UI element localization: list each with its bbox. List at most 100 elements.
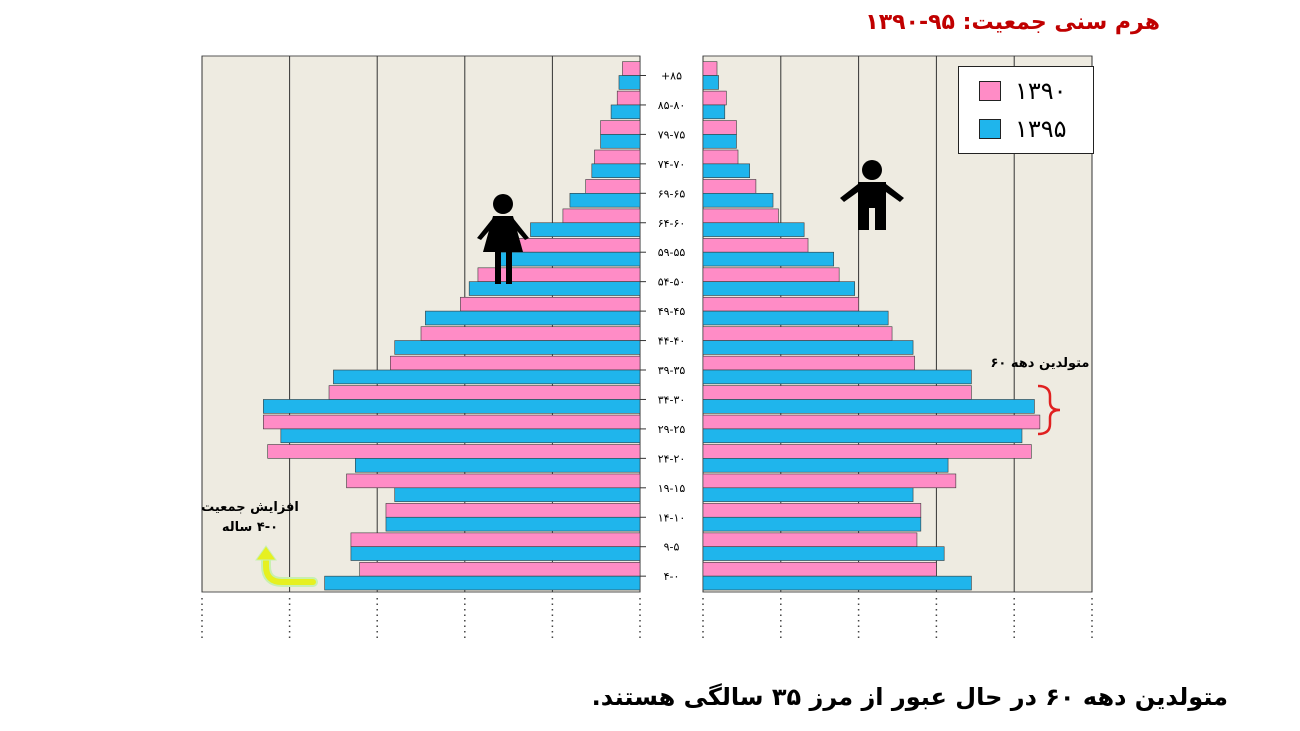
right-bar-1390 — [702, 296, 859, 312]
left-bar-1390 — [562, 208, 641, 224]
male-figure-icon — [840, 160, 904, 230]
right-bar-1390 — [702, 90, 727, 106]
legend-item-1390: ۱۳۹۰ — [979, 77, 1067, 105]
age-group-label: ۲۹-۲۵ — [658, 423, 686, 436]
age-group-label: ۱۴-۱۰ — [658, 511, 686, 524]
right-bar-1395 — [702, 134, 737, 149]
age-group-label: ۵۹-۵۵ — [658, 246, 686, 259]
right-bar-1390 — [702, 355, 915, 371]
female-figure-icon — [477, 194, 529, 284]
left-bar-1390 — [390, 355, 641, 371]
right-bar-1390 — [702, 503, 922, 518]
left-bar-1395 — [495, 251, 641, 267]
left-bar-1390 — [263, 414, 641, 430]
left-bar-1390 — [585, 179, 641, 194]
right-bar-1395 — [702, 516, 922, 532]
left-bar-1395 — [425, 310, 641, 326]
right-bar-1395 — [702, 104, 726, 120]
right-bar-1395 — [702, 193, 774, 208]
right-bar-1395 — [702, 428, 1023, 444]
left-bar-1395 — [468, 281, 641, 296]
left-bar-1390 — [267, 444, 641, 459]
right-bar-1390 — [702, 444, 1032, 459]
left-bar-1390 — [346, 473, 641, 489]
legend-label-1395: ۱۳۹۵ — [1015, 115, 1067, 143]
age-group-label: ۵۴-۵۰ — [658, 276, 686, 289]
right-bar-1390 — [702, 179, 757, 194]
footer-caption: متولدین دهه ۶۰ در حال عبور از مرز ۳۵ سال… — [591, 683, 1228, 711]
right-bar-1390 — [702, 149, 739, 165]
age-group-label: ۲۴-۲۰ — [658, 452, 686, 465]
bracket-icon — [1037, 384, 1061, 436]
left-bar-1395 — [333, 369, 641, 385]
left-bar-1395 — [263, 399, 641, 414]
right-bar-1395 — [702, 163, 750, 178]
left-bar-1395 — [530, 222, 641, 237]
age-group-label: ۶۴-۶۰ — [658, 217, 686, 230]
age-group-label: ۷۹-۷۵ — [658, 128, 686, 141]
age-group-label: ۷۴-۷۰ — [658, 158, 686, 171]
left-bar-1390 — [359, 562, 641, 577]
age-group-label: ۶۹-۶۵ — [658, 187, 686, 200]
left-bar-1395 — [354, 458, 641, 473]
right-bar-1395 — [702, 487, 914, 502]
right-bar-1390 — [702, 473, 957, 489]
age-group-label: +۸۵ — [661, 69, 682, 82]
right-bar-1390 — [702, 532, 918, 548]
right-bar-1395 — [702, 75, 719, 90]
right-bar-1390 — [702, 238, 809, 253]
legend-swatch-1395 — [979, 119, 1001, 139]
age-group-label: ۹-۵ — [664, 541, 680, 554]
left-bar-1395 — [610, 104, 641, 120]
right-bar-1395 — [702, 575, 972, 591]
legend-label-1390: ۱۳۹۰ — [1015, 77, 1067, 105]
age-group-label: ۳۴-۳۰ — [658, 393, 686, 406]
age-group-label: ۱۹-۱۵ — [658, 482, 686, 495]
left-bar-1395 — [350, 546, 641, 561]
category-labels: ۴-۰ ۹-۵ ۱۴-۱۰ ۱۹-۱۵ ۲۴-۲۰ ۲۹-۲۵ ۳۴-۳۰ ۳۹-۳۵ ۴۴-۴… — [640, 69, 685, 583]
age-group-label: ۳۹-۳۵ — [658, 364, 686, 377]
tick-marks — [201, 598, 1093, 642]
left-bar-1395 — [618, 75, 641, 90]
left-bar-1390 — [420, 326, 641, 341]
right-bar-1395 — [702, 458, 949, 473]
age-group-label: ۴۴-۴۰ — [658, 335, 686, 348]
left-bar-1395 — [591, 163, 641, 178]
left-bar-1395 — [569, 193, 641, 208]
legend-swatch-1390 — [979, 81, 1001, 101]
left-bar-1390 — [385, 503, 641, 518]
right-bar-1395 — [702, 281, 856, 296]
right-bar-1390 — [702, 267, 840, 282]
annotation-increase-line2: ۴-۰ ساله — [221, 520, 279, 535]
left-bar-1390 — [616, 90, 641, 106]
right-bar-1390 — [702, 562, 937, 577]
left-bar-1395 — [394, 487, 641, 502]
right-bar-1390 — [702, 61, 718, 76]
right-bar-1390 — [702, 208, 779, 224]
age-group-label: ۴-۰ — [664, 570, 680, 583]
right-bar-1390 — [702, 326, 893, 341]
right-bar-1395 — [702, 546, 945, 561]
left-bar-1390 — [622, 61, 641, 76]
left-bar-1395 — [394, 340, 641, 355]
left-bar-1390 — [594, 149, 641, 165]
right-bar-1395 — [702, 340, 914, 355]
annotation-increase-line1: افزایش جمعیت — [201, 500, 299, 515]
right-bar-1395 — [702, 222, 805, 237]
right-bar-1395 — [702, 251, 835, 267]
bars — [263, 61, 1041, 591]
age-group-label: ۴۹-۴۵ — [658, 305, 686, 318]
left-bar-1395 — [600, 134, 641, 149]
left-bar-1395 — [385, 516, 641, 532]
left-bar-1390 — [477, 267, 641, 282]
chart-legend: ۱۳۹۰ ۱۳۹۵ — [958, 66, 1094, 154]
right-bar-1390 — [702, 120, 737, 135]
page-title: هرم سنی جمعیت: ۹۵-۱۳۹۰ — [865, 10, 1160, 35]
annotation-sixties-born: متولدین دهه ۶۰ — [990, 356, 1090, 371]
left-bar-1395 — [324, 575, 641, 591]
left-bar-1390 — [460, 296, 641, 312]
right-bar-1390 — [702, 385, 972, 400]
right-bar-1395 — [702, 310, 889, 326]
right-bar-1390 — [702, 414, 1041, 430]
